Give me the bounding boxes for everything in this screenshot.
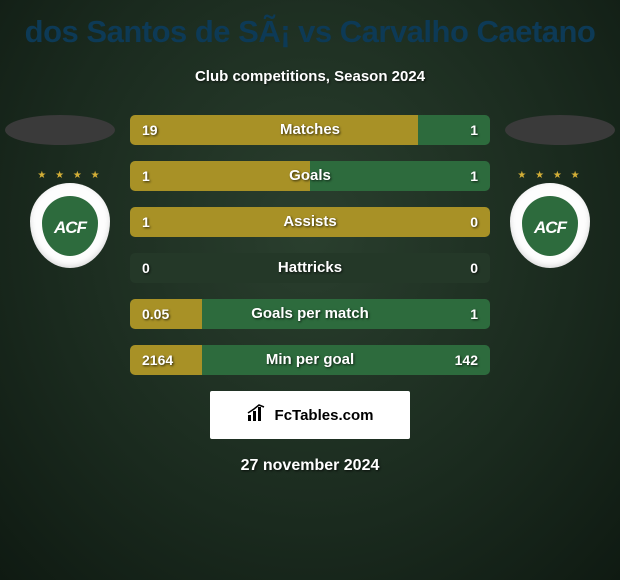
stars-icon: ★ ★ ★ ★ [500, 170, 600, 181]
stat-row: 10Assists [130, 207, 490, 237]
chart-icon [247, 404, 269, 426]
attribution-text: FcTables.com [275, 407, 374, 424]
date-label: 27 november 2024 [0, 457, 620, 475]
player-shadow-right [505, 115, 615, 145]
team-badge-left: ★ ★ ★ ★ ACF [20, 170, 120, 268]
stat-row: 191Matches [130, 115, 490, 145]
crest-right: ACF [510, 183, 590, 268]
stat-label: Goals [130, 161, 490, 191]
team-badge-right: ★ ★ ★ ★ ACF [500, 170, 600, 268]
player-shadow-left [5, 115, 115, 145]
page-title: dos Santos de SÃ¡ vs Carvalho Caetano [0, 0, 620, 50]
stat-label: Goals per match [130, 299, 490, 329]
crest-left: ACF [30, 183, 110, 268]
stat-row: 11Goals [130, 161, 490, 191]
stat-label: Assists [130, 207, 490, 237]
crest-letters-left: ACF [54, 218, 86, 238]
attribution-badge: FcTables.com [210, 391, 410, 439]
stat-row: 2164142Min per goal [130, 345, 490, 375]
stat-label: Matches [130, 115, 490, 145]
stat-label: Min per goal [130, 345, 490, 375]
stat-row: 00Hattricks [130, 253, 490, 283]
subtitle: Club competitions, Season 2024 [0, 68, 620, 85]
stat-label: Hattricks [130, 253, 490, 283]
stat-row: 0.051Goals per match [130, 299, 490, 329]
stars-icon: ★ ★ ★ ★ [20, 170, 120, 181]
comparison-panel: ★ ★ ★ ★ ACF ★ ★ ★ ★ ACF 191Matches 11Goal… [0, 115, 620, 475]
stat-bars: 191Matches 11Goals 10Assists 00Hattricks 0.0… [130, 115, 490, 375]
crest-letters-right: ACF [534, 218, 566, 238]
